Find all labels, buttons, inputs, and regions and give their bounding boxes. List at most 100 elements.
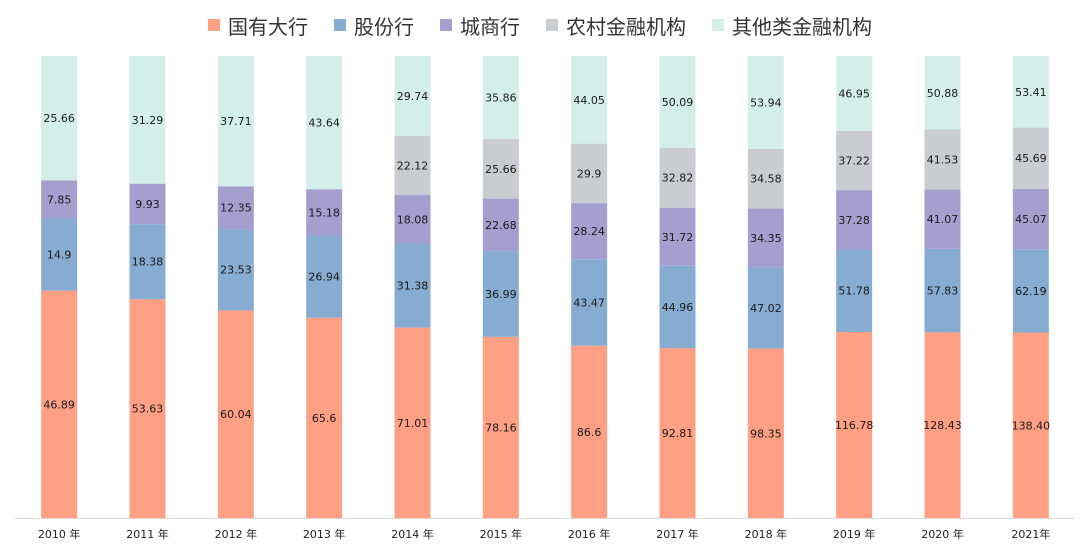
bar-segment: [394, 135, 431, 196]
data-label: 116.78: [835, 419, 874, 432]
data-label: 37.22: [838, 154, 870, 167]
data-label: 25.66: [43, 112, 75, 125]
data-label: 51.78: [838, 285, 870, 298]
bar-segment: [836, 130, 873, 191]
data-label: 98.35: [750, 427, 782, 440]
data-label: 15.18: [308, 206, 340, 219]
data-label: 43.64: [308, 117, 340, 130]
bar-segment: [659, 348, 696, 518]
bar-segment: [217, 229, 254, 311]
x-tick-label: 2012 年: [215, 527, 258, 541]
bar-segment: [129, 224, 166, 300]
x-tick-label: 2020 年: [921, 527, 964, 541]
legend-label: 其他类金融机构: [732, 14, 872, 39]
bar-segment: [129, 183, 166, 225]
bar-segment: [659, 265, 696, 349]
data-label: 50.88: [927, 87, 959, 100]
bar-segment: [217, 186, 254, 230]
data-label: 53.41: [1015, 86, 1047, 99]
data-label: 46.95: [838, 87, 870, 100]
bar-segment: [659, 207, 696, 266]
data-label: 31.38: [397, 280, 429, 293]
x-tick-label: 2019 年: [833, 527, 876, 541]
legend-item-joint-stock-banks: 股份行: [334, 11, 414, 40]
bar-segment: [482, 251, 519, 337]
bar-segment: [482, 198, 519, 252]
bar-segment: [1012, 188, 1049, 250]
data-label: 28.24: [573, 225, 605, 238]
bar-segment: [394, 195, 431, 244]
bar-segment: [1012, 249, 1049, 333]
data-label: 128.43: [923, 419, 962, 432]
bar-segment: [571, 203, 608, 260]
data-label: 44.05: [573, 94, 605, 107]
bar-segment: [41, 180, 78, 219]
bar-segment: [217, 310, 254, 518]
data-label: 92.81: [662, 427, 694, 440]
bar-segment: [924, 56, 961, 130]
data-label: 22.12: [397, 159, 429, 172]
bar-segment: [836, 56, 873, 131]
legend-label: 国有大行: [228, 14, 308, 39]
data-label: 31.29: [132, 114, 164, 127]
bar-segment: [747, 348, 784, 518]
legend-swatch: [440, 19, 452, 31]
data-label: 50.09: [662, 96, 694, 109]
data-label: 22.68: [485, 219, 517, 232]
data-label: 25.66: [485, 163, 517, 176]
x-tick-label: 2010 年: [38, 527, 81, 541]
bar-segment: [836, 249, 873, 332]
x-tick-label: 2011 年: [126, 527, 169, 541]
bar-segment: [836, 190, 873, 250]
bar-segment: [747, 208, 784, 268]
data-label: 53.63: [132, 403, 164, 416]
data-label: 18.08: [397, 213, 429, 226]
legend-swatch: [546, 19, 558, 31]
bar-segment: [659, 147, 696, 208]
bar-segment: [394, 243, 431, 328]
bar-segment: [306, 235, 343, 318]
data-label: 65.6: [312, 412, 337, 425]
bar-segment: [482, 56, 519, 140]
data-label: 45.69: [1015, 152, 1047, 165]
bar-segment: [129, 56, 166, 184]
data-label: 26.94: [308, 271, 340, 284]
bar-segment: [571, 259, 608, 346]
legend-item-state-owned-banks: 国有大行: [208, 11, 308, 40]
data-label: 7.85: [47, 193, 72, 206]
data-label: 35.86: [485, 92, 517, 105]
bar-segment: [41, 56, 78, 181]
data-label: 78.16: [485, 421, 517, 434]
data-label: 29.9: [577, 167, 602, 180]
bar-segment: [41, 290, 78, 518]
data-label: 29.74: [397, 90, 429, 103]
bar-segment: [924, 189, 961, 249]
bar-segment: [747, 267, 784, 349]
x-tick-label: 2016 年: [568, 527, 611, 541]
data-label: 60.04: [220, 408, 252, 421]
x-tick-label: 2014 年: [391, 527, 434, 541]
bar-segment: [306, 317, 343, 518]
data-label: 12.35: [220, 202, 252, 215]
bar-segment: [482, 336, 519, 518]
bar-segment: [217, 56, 254, 187]
bar-segment: [1012, 56, 1049, 128]
bar-segment: [747, 56, 784, 149]
x-tick-label: 2013 年: [303, 527, 346, 541]
data-label: 32.82: [662, 172, 694, 185]
data-label: 138.40: [1012, 419, 1051, 432]
data-label: 62.19: [1015, 285, 1047, 298]
data-label: 31.72: [662, 231, 694, 244]
bar-segment: [41, 218, 78, 291]
x-tick-label: 2017 年: [656, 527, 699, 541]
legend-label: 农村金融机构: [566, 14, 686, 39]
bar-segment: [571, 143, 608, 204]
data-label: 57.83: [927, 285, 959, 298]
data-label: 71.01: [397, 417, 429, 430]
data-label: 23.53: [220, 264, 252, 277]
bar-segment: [306, 56, 343, 190]
bar-segment: [924, 332, 961, 518]
data-label: 37.71: [220, 115, 252, 128]
x-tick-label: 2018 年: [745, 527, 788, 541]
legend-swatch: [712, 19, 724, 31]
